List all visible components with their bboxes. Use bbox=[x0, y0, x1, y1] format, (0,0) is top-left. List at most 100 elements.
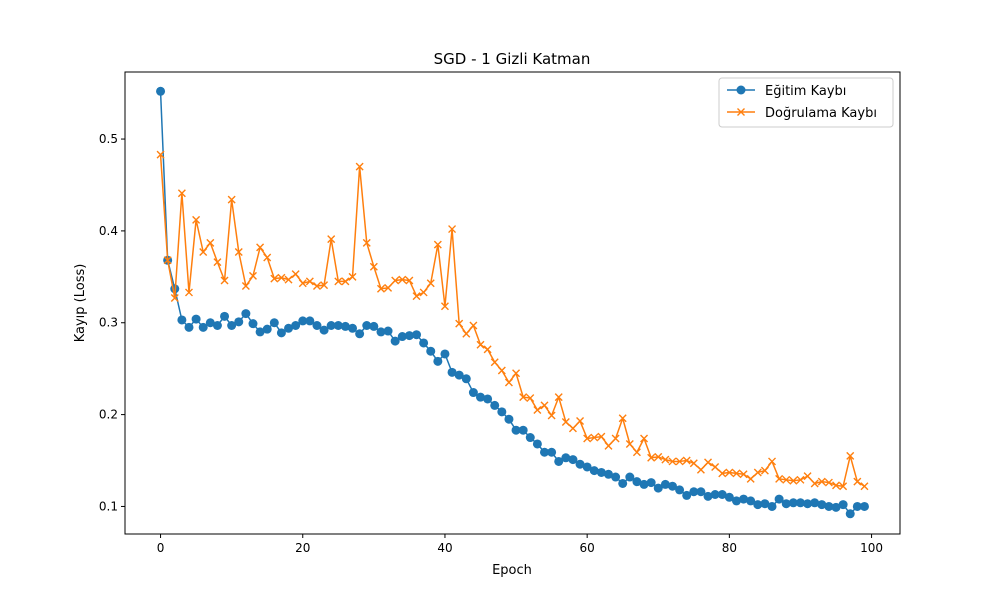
data-point bbox=[788, 498, 798, 508]
data-point bbox=[511, 425, 521, 435]
data-point bbox=[846, 451, 855, 460]
data-point bbox=[660, 479, 670, 489]
data-point bbox=[333, 321, 343, 331]
data-point bbox=[291, 270, 300, 279]
data-point bbox=[483, 394, 493, 404]
data-point bbox=[468, 388, 478, 398]
data-point bbox=[327, 235, 336, 244]
data-point bbox=[220, 311, 230, 321]
x-axis-label: Epoch bbox=[492, 563, 532, 578]
data-point bbox=[298, 316, 308, 326]
data-point bbox=[312, 282, 321, 291]
legend-train-marker bbox=[736, 85, 746, 95]
data-point bbox=[447, 367, 457, 377]
y-tick-label: 0.2 bbox=[99, 408, 118, 422]
data-point bbox=[461, 374, 471, 384]
data-point bbox=[512, 369, 521, 378]
legend-train-label: Eğitim Kaybı bbox=[765, 84, 846, 99]
data-point bbox=[476, 340, 485, 349]
plot-frame bbox=[124, 71, 901, 535]
data-point bbox=[689, 459, 698, 468]
data-point bbox=[625, 472, 635, 482]
data-point bbox=[682, 490, 692, 500]
data-point bbox=[277, 273, 286, 282]
data-point bbox=[241, 282, 250, 291]
data-point bbox=[390, 336, 400, 346]
data-point bbox=[369, 321, 379, 331]
data-point bbox=[262, 324, 272, 334]
y-axis-label: Kayıp (Loss) bbox=[73, 264, 88, 343]
data-point bbox=[661, 455, 670, 464]
data-point bbox=[433, 240, 442, 249]
data-point bbox=[412, 330, 422, 340]
y-tick-label: 0.1 bbox=[99, 499, 118, 513]
data-point bbox=[191, 314, 201, 324]
data-point bbox=[248, 271, 257, 280]
data-point bbox=[554, 456, 564, 466]
data-point bbox=[504, 378, 513, 387]
x-tick-label: 0 bbox=[157, 541, 165, 555]
data-point bbox=[426, 279, 435, 288]
data-point bbox=[682, 456, 691, 465]
data-point bbox=[220, 276, 229, 285]
data-point bbox=[212, 321, 222, 331]
data-point bbox=[497, 407, 507, 417]
data-point bbox=[845, 509, 855, 519]
data-point bbox=[384, 283, 393, 292]
data-point bbox=[177, 315, 187, 325]
data-point bbox=[419, 338, 429, 348]
series-layer bbox=[156, 86, 869, 519]
data-point bbox=[170, 293, 179, 302]
series-1 bbox=[156, 150, 869, 491]
data-point bbox=[241, 309, 251, 319]
x-tick-label: 100 bbox=[860, 541, 883, 555]
data-point bbox=[156, 150, 165, 159]
data-point bbox=[653, 483, 663, 493]
data-point bbox=[583, 434, 592, 443]
data-point bbox=[184, 288, 193, 297]
data-point bbox=[526, 394, 535, 403]
data-point bbox=[603, 469, 613, 479]
data-point bbox=[270, 274, 279, 283]
data-point bbox=[803, 472, 812, 481]
data-point bbox=[519, 393, 528, 402]
series-line bbox=[159, 154, 865, 487]
data-point bbox=[462, 329, 471, 338]
data-point bbox=[781, 499, 791, 509]
data-point bbox=[824, 478, 833, 487]
data-point bbox=[440, 302, 449, 311]
data-point bbox=[291, 321, 301, 331]
data-point bbox=[298, 279, 307, 288]
data-point bbox=[504, 414, 514, 424]
data-point bbox=[369, 262, 378, 271]
data-point bbox=[383, 326, 393, 336]
data-point bbox=[717, 490, 727, 500]
data-point bbox=[348, 323, 358, 333]
data-point bbox=[184, 322, 194, 332]
data-point bbox=[227, 321, 237, 331]
data-point bbox=[525, 433, 535, 443]
data-point bbox=[483, 345, 492, 354]
data-point bbox=[718, 469, 727, 478]
data-point bbox=[597, 432, 606, 441]
data-point bbox=[156, 86, 166, 96]
data-point bbox=[376, 284, 385, 293]
data-point bbox=[774, 494, 784, 504]
data-point bbox=[547, 447, 557, 457]
data-point bbox=[568, 424, 577, 433]
data-point bbox=[696, 465, 705, 474]
data-point bbox=[760, 499, 770, 509]
data-point bbox=[362, 321, 372, 331]
data-point bbox=[839, 482, 848, 491]
data-point bbox=[568, 455, 578, 465]
data-point bbox=[576, 417, 585, 426]
data-point bbox=[611, 472, 621, 482]
data-point bbox=[696, 487, 706, 497]
data-point bbox=[710, 490, 720, 500]
data-point bbox=[675, 457, 684, 466]
data-point bbox=[334, 277, 343, 286]
data-point bbox=[376, 327, 386, 337]
data-point bbox=[767, 501, 777, 511]
data-point bbox=[440, 349, 450, 359]
data-point bbox=[533, 406, 542, 414]
